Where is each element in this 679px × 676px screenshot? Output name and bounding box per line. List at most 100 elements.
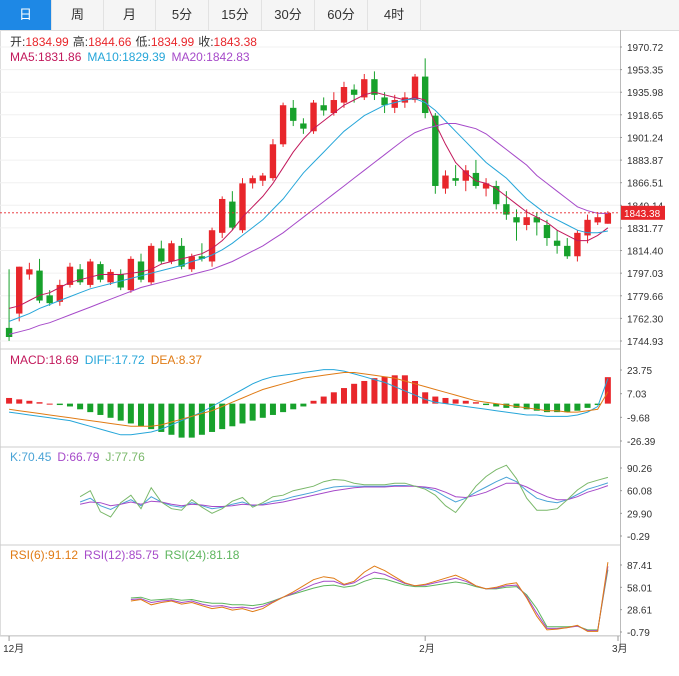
k-line bbox=[79, 476, 609, 511]
rsi12-line bbox=[130, 566, 609, 632]
tab-5[interactable]: 30分 bbox=[262, 0, 315, 30]
candle-body bbox=[239, 183, 246, 231]
macd-bar bbox=[361, 380, 368, 404]
kdj-y-tick-label: 60.08 bbox=[627, 487, 652, 498]
macd-bar bbox=[432, 396, 439, 404]
candle-body bbox=[290, 107, 297, 121]
macd-bar bbox=[604, 377, 611, 404]
macd-bar bbox=[543, 403, 550, 413]
candle-body bbox=[300, 123, 307, 129]
candle-body bbox=[36, 270, 43, 301]
tab-1[interactable]: 周 bbox=[52, 0, 104, 30]
kdj-y-tick-label: -0.29 bbox=[627, 532, 650, 543]
macd-bar bbox=[503, 403, 510, 408]
candle-body bbox=[76, 269, 84, 283]
y-tick-label: 1814.40 bbox=[627, 247, 664, 258]
macd-bar bbox=[381, 376, 388, 404]
tab-3[interactable]: 5分 bbox=[156, 0, 209, 30]
tab-7[interactable]: 4时 bbox=[368, 0, 421, 30]
candle-body bbox=[208, 230, 216, 262]
low-value: 1834.99 bbox=[151, 35, 195, 49]
macd-bar bbox=[66, 403, 73, 407]
candle-body bbox=[584, 219, 591, 236]
macd-bar bbox=[574, 403, 581, 411]
dea-line bbox=[9, 372, 609, 427]
rsi24-label: RSI(24): bbox=[165, 548, 210, 562]
candle-body bbox=[462, 170, 469, 181]
candle-body bbox=[361, 79, 368, 98]
rsi6-label: RSI(6): bbox=[10, 548, 48, 562]
y-tick-label: 1953.35 bbox=[627, 66, 664, 77]
candle-body bbox=[279, 105, 287, 145]
candle-body bbox=[533, 217, 541, 223]
macd-bar bbox=[493, 403, 500, 407]
price-info: 开:1834.99 高:1844.66 低:1834.99 收:1843.38 MA5… bbox=[10, 34, 257, 64]
low-label: 低: bbox=[135, 35, 150, 49]
candle-body bbox=[482, 183, 490, 189]
macd-bar bbox=[422, 392, 429, 404]
tab-4[interactable]: 15分 bbox=[209, 0, 262, 30]
j-value: 77.76 bbox=[115, 450, 145, 464]
k-value: 70.45 bbox=[21, 450, 51, 464]
y-tick-label: 1797.03 bbox=[627, 269, 664, 280]
ma20-value: 1842.83 bbox=[206, 50, 250, 64]
rsi6-line bbox=[130, 562, 609, 632]
y-tick-label: 1762.30 bbox=[627, 314, 664, 325]
candle-body bbox=[564, 245, 571, 257]
candle-body bbox=[513, 217, 520, 223]
macd-bar bbox=[412, 380, 419, 404]
tab-6[interactable]: 60分 bbox=[315, 0, 368, 30]
macd-bar bbox=[46, 403, 53, 405]
candle-body bbox=[472, 172, 480, 186]
high-value: 1844.66 bbox=[88, 35, 132, 49]
stock-chart: 开:1834.99 高:1844.66 低:1834.99 收:1843.38 MA5… bbox=[0, 30, 665, 655]
d-value: 66.79 bbox=[69, 450, 99, 464]
macd-bar bbox=[56, 403, 63, 406]
macd-y-tick-label: -26.39 bbox=[627, 437, 656, 448]
macd-bar bbox=[138, 403, 145, 427]
macd-label: MACD: bbox=[10, 353, 49, 367]
candle-body bbox=[411, 76, 419, 101]
candle-body bbox=[158, 248, 165, 262]
candle-body bbox=[594, 217, 601, 223]
candle-body bbox=[178, 245, 185, 267]
macd-bar bbox=[259, 403, 266, 418]
candle-body bbox=[391, 100, 398, 108]
candle-body bbox=[5, 327, 13, 338]
macd-bar bbox=[249, 403, 256, 421]
rsi12-value: 85.75 bbox=[129, 548, 159, 562]
candle-body bbox=[310, 102, 317, 132]
macd-bar bbox=[168, 403, 175, 435]
svg-text:开:1834.99高:1844.66低:1834.99收:1: 开:1834.99 高:1844.66 低:1834.99 收:1843.38 bbox=[10, 34, 257, 49]
y-tick-label: 1866.51 bbox=[627, 179, 664, 190]
candle-body bbox=[452, 178, 459, 181]
ma10-value: 1829.39 bbox=[122, 50, 166, 64]
candle-body bbox=[127, 258, 135, 291]
y-tick-label: 1935.98 bbox=[627, 88, 664, 99]
macd-bar bbox=[127, 403, 134, 424]
candle-body bbox=[188, 256, 195, 270]
y-tick-label: 1970.72 bbox=[627, 43, 664, 54]
candle-body bbox=[543, 225, 551, 239]
macd-bar bbox=[300, 403, 307, 407]
dea-label: DEA: bbox=[151, 353, 179, 367]
candle-body bbox=[87, 261, 94, 285]
diff-value: 17.72 bbox=[115, 353, 145, 367]
tab-2[interactable]: 月 bbox=[104, 0, 156, 30]
macd-bar bbox=[462, 400, 469, 404]
macd-bar bbox=[269, 403, 276, 415]
macd-info: MACD:18.69 DIFF:17.72 DEA:8.37 bbox=[10, 353, 202, 367]
diff-line bbox=[9, 369, 609, 436]
tab-0[interactable]: 日 bbox=[0, 0, 52, 30]
macd-value: 18.69 bbox=[49, 353, 79, 367]
rsi-info: RSI(6):91.12 RSI(12):85.75 RSI(24):81.18 bbox=[10, 548, 240, 562]
rsi12-label: RSI(12): bbox=[84, 548, 129, 562]
macd-bar bbox=[107, 403, 114, 418]
k-label: K: bbox=[10, 450, 21, 464]
macd-bar bbox=[87, 403, 94, 413]
macd-bar bbox=[229, 403, 236, 427]
macd-bar bbox=[290, 403, 297, 410]
macd-bar bbox=[330, 392, 337, 404]
current-price-tag bbox=[621, 205, 665, 220]
macd-bar bbox=[594, 403, 601, 406]
